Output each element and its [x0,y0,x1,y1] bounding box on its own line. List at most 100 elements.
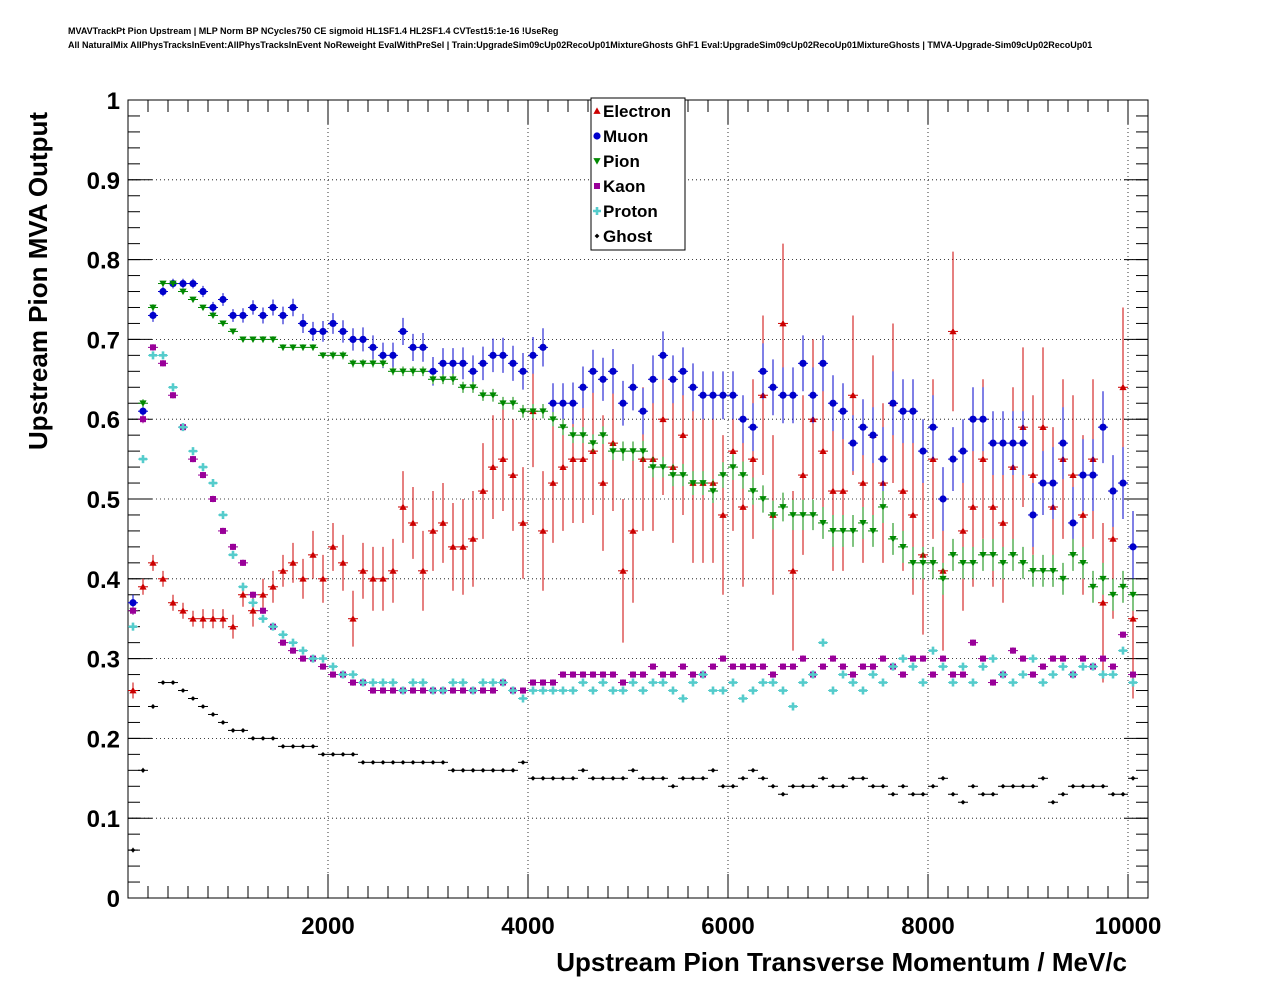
ghost-point [820,775,826,781]
electron-point [949,327,957,335]
muon-point [649,375,657,383]
kaon-point [750,663,756,670]
kaon-point [210,496,216,502]
proton-point [149,351,157,360]
proton-point [219,510,227,519]
pion-point [369,360,377,367]
x-axis-title: Upstream Pion Transverse Momentum / MeV/… [556,947,1127,977]
muon-point [1079,471,1087,479]
ghost-point [990,791,996,797]
ghost-point [670,783,676,789]
x-tick-label: 10000 [1095,913,1162,940]
kaon-point [280,639,286,646]
muon-point [679,367,687,375]
electron-point [139,583,147,590]
electron-point [539,527,547,534]
kaon-point [1050,655,1056,662]
electron-point [379,575,387,582]
kaon-point [610,671,616,678]
electron-point [839,487,847,494]
ghost-point [1050,799,1056,805]
pion-point [829,528,837,535]
muon-point [629,383,637,391]
y-tick-label: 0.6 [87,407,120,434]
kaon-point [370,687,376,694]
pion-point [1099,575,1107,583]
legend-label-kaon: Kaon [603,177,646,196]
kaon-point [200,472,206,479]
proton-point [619,686,627,695]
ghost-point [1100,783,1106,789]
electron-point [629,527,637,534]
ghost-point [710,767,716,773]
ghost-point [170,680,176,685]
pion-point [969,559,977,567]
proton-point [829,686,837,695]
muon-point [909,407,917,415]
kaon-point [260,607,266,614]
ghost-point [1020,783,1026,789]
pion-point [589,440,597,447]
electron-point [1069,471,1077,478]
legend-label-electron: Electron [603,102,671,121]
electron-point [1099,599,1107,606]
proton-point [1029,654,1037,663]
proton-point [459,678,468,687]
proton-point [629,678,637,687]
axes: 0 0.1 0.2 0.3 0.4 0.5 0.6 0.7 0.8 0.9 1 2000 4000 600… [87,88,1162,940]
kaon-point [1040,663,1046,670]
ghost-point [830,783,836,789]
legend-marker-electron [593,107,601,114]
ghost-point [550,775,556,781]
kaon-point [300,655,306,662]
muon-point [979,415,987,423]
pion-point [169,280,177,288]
electron-point [969,503,977,510]
electron-point [359,567,367,574]
muon-point [1049,479,1057,487]
muon-point [819,359,827,367]
electron-point [829,487,837,494]
proton-point [899,654,907,663]
ghost-point [300,743,306,749]
muon-point [439,359,447,367]
kaon-point [1130,671,1136,678]
proton-point [769,678,777,687]
ghost-point [980,791,986,797]
pion-point [1029,567,1037,575]
ghost-point [950,791,956,797]
proton-point [1109,670,1117,679]
electron-point [489,463,497,470]
proton-point [429,686,438,695]
muon-point [339,327,347,336]
muon-point [659,351,667,359]
kaon-point [170,392,176,399]
kaon-point [840,663,846,670]
kaon-point [460,687,466,694]
pion-point [649,464,657,471]
proton-point [749,686,757,695]
pion-point [849,528,857,535]
electron-point [149,559,157,566]
pion-point [769,512,777,519]
kaon-point [780,663,786,670]
muon-point [469,367,477,375]
electron-point [179,607,187,614]
pion-point [659,464,667,471]
electron-point [239,591,247,598]
electron-point [679,431,687,439]
electron-point [269,583,277,590]
electron-point [999,519,1007,526]
kaon-point [230,543,236,550]
muon-point [549,399,557,407]
electron-point [339,559,347,566]
chart-title-line-1: MVAVTrackPt Pion Upstream | MLP Norm BP … [68,26,559,36]
muon-point [459,359,467,367]
kaon-point [930,671,936,678]
kaon-point [550,679,556,686]
ghost-point [580,767,586,773]
proton-point [649,678,657,687]
muon-point [919,447,927,455]
muon-point [1129,543,1137,551]
electron-point [189,615,197,622]
